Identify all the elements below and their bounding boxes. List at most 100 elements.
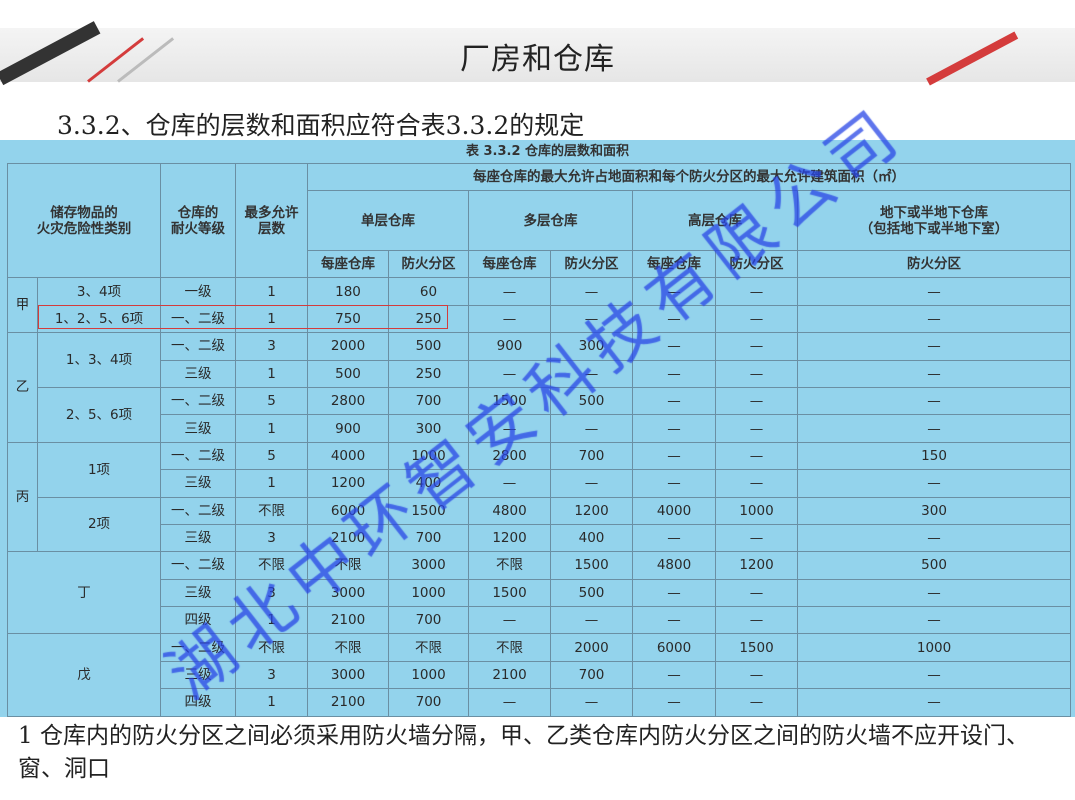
area-value: 1200 <box>550 496 633 525</box>
area-value: 1000 <box>796 633 1072 662</box>
table-row: 四级 1 2100 700— — — — — <box>8 606 1072 635</box>
area-value: 500 <box>388 332 469 361</box>
max-floors: 不限 <box>235 633 308 662</box>
header-high: 高层仓库 <box>632 190 798 251</box>
fire-grade: 四级 <box>160 688 236 717</box>
table-row: 三级 3 3000 1000 2100 700— — — <box>8 660 1072 690</box>
area-value: 500 <box>796 551 1072 580</box>
max-floors: 1 <box>235 359 308 388</box>
area-value: — <box>632 332 716 361</box>
footer-note: 1 仓库内的防火分区之间必须采用防火墙分隔，甲、乙类仓库内防火分区之间的防火墙不… <box>18 723 1029 782</box>
area-value: — <box>715 277 798 306</box>
table-row: 丙 1项 一、二级 5 4000 1000 2800 700— —150 <box>7 441 1072 553</box>
area-value: — <box>796 660 1072 690</box>
area-value: 1200 <box>468 523 551 553</box>
table-row: 三级 3 3000 1000 1500 500— — — <box>8 578 1072 608</box>
area-value: — <box>796 523 1072 553</box>
fire-grade: 三级 <box>160 660 236 690</box>
area-value: 不限 <box>307 633 389 662</box>
header-per-zone: 防火分区 <box>715 249 798 279</box>
hazard-item: 1项 <box>37 441 161 498</box>
area-value: 2800 <box>307 386 389 416</box>
header-single: 单层仓库 <box>307 190 469 251</box>
area-value: 2100 <box>307 688 389 717</box>
area-value: — <box>796 277 1072 306</box>
max-floors: 3 <box>235 660 308 690</box>
area-value: — <box>715 688 798 717</box>
header-per-building: 每座仓库 <box>632 249 716 279</box>
area-value: — <box>715 578 798 608</box>
area-value: 700 <box>550 660 633 690</box>
area-value: — <box>715 359 798 388</box>
max-floors: 1 <box>235 277 308 306</box>
slide-title: 厂房和仓库 <box>460 42 615 77</box>
area-value: 3000 <box>388 551 469 580</box>
max-floors: 不限 <box>235 551 308 580</box>
area-value: 不限 <box>468 633 551 662</box>
max-floors: 3 <box>235 523 308 553</box>
header-per-building: 每座仓库 <box>468 249 551 279</box>
area-value: 1200 <box>715 551 798 580</box>
area-value: 900 <box>307 414 389 443</box>
area-value: — <box>715 469 798 498</box>
area-value: — <box>468 688 551 717</box>
fire-grade: 三级 <box>160 359 236 388</box>
max-floors: 不限 <box>235 496 308 525</box>
area-value: 300 <box>388 414 469 443</box>
area-value: — <box>468 277 551 306</box>
area-value: — <box>715 606 798 635</box>
area-value: — <box>468 414 551 443</box>
area-value: 1000 <box>388 441 469 471</box>
area-value: 1000 <box>388 660 469 690</box>
area-value: — <box>796 332 1072 361</box>
area-value: — <box>796 606 1072 635</box>
area-value: 3000 <box>307 660 389 690</box>
area-value: — <box>715 386 798 416</box>
table-row: 三级 1 1200 400— — — — — <box>8 469 1072 498</box>
area-value: — <box>796 688 1072 717</box>
area-value: 不限 <box>307 551 389 580</box>
max-floors: 3 <box>235 578 308 608</box>
area-value: — <box>632 414 716 443</box>
area-value: — <box>550 606 633 635</box>
hazard-item: 2、5、6项 <box>37 386 161 443</box>
header-per-building: 每座仓库 <box>307 249 389 279</box>
area-value: 4000 <box>307 441 389 471</box>
area-value: — <box>796 578 1072 608</box>
area-value: — <box>468 359 551 388</box>
area-value: 500 <box>307 359 389 388</box>
area-value: 2800 <box>468 441 551 471</box>
area-value: 1500 <box>715 633 798 662</box>
area-value: — <box>715 523 798 553</box>
area-value: 700 <box>388 688 469 717</box>
area-value: 700 <box>388 386 469 416</box>
area-value: — <box>550 359 633 388</box>
hazard-item: 1、3、4项 <box>37 332 161 388</box>
area-value: 500 <box>550 386 633 416</box>
hazard-item: 3、4项 <box>37 277 161 306</box>
area-value: 1000 <box>388 578 469 608</box>
area-value: — <box>632 277 716 306</box>
max-floors: 1 <box>235 469 308 498</box>
header-category: 储存物品的 火灾危险性类别 <box>7 162 161 279</box>
header-max-floors: 最多允许 层数 <box>235 162 308 279</box>
area-value: 2100 <box>307 606 389 635</box>
area-value: 4800 <box>632 551 716 580</box>
fire-grade: 一级 <box>160 277 236 306</box>
fire-grade: 三级 <box>160 469 236 498</box>
table-caption: 表 3.3.2 仓库的层数和面积 <box>465 144 630 159</box>
fire-grade: 一、二级 <box>160 441 236 471</box>
fire-grade: 一、二级 <box>160 332 236 361</box>
area-value: 1500 <box>468 386 551 416</box>
area-value: 250 <box>388 359 469 388</box>
area-value: — <box>632 469 716 498</box>
area-value: 300 <box>550 332 633 361</box>
table-row: 戊一、二级 不限 不限 不限 不限 2000 6000 1500 1000 <box>7 633 1072 717</box>
max-floors: 1 <box>235 414 308 443</box>
area-value: 2000 <box>307 332 389 361</box>
fire-grade: 一、二级 <box>160 551 236 580</box>
area-value: — <box>715 414 798 443</box>
area-value: — <box>715 332 798 361</box>
fire-grade: 三级 <box>160 414 236 443</box>
area-value: 1500 <box>388 496 469 525</box>
